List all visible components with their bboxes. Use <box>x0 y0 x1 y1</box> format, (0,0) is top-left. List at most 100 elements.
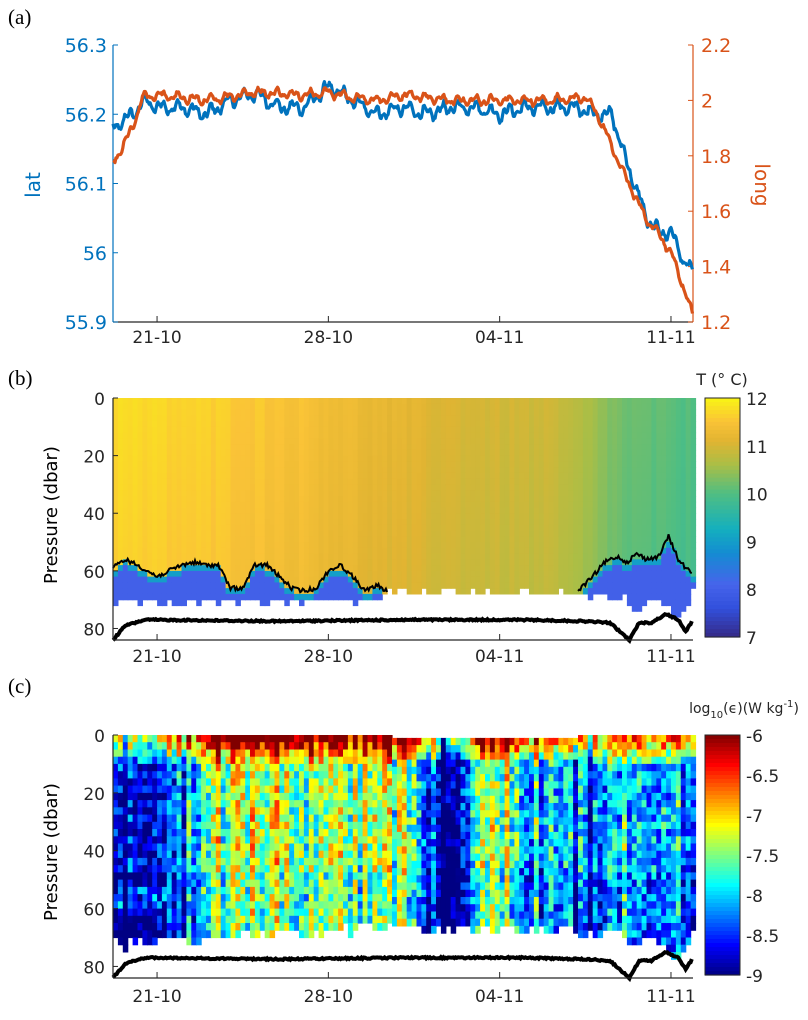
heatmap-cell <box>333 513 339 520</box>
heatmap-cell <box>607 570 613 578</box>
heatmap-cell <box>465 426 471 434</box>
heatmap-cell <box>436 432 442 439</box>
heatmap-cell <box>210 421 217 428</box>
heatmap-cell <box>460 588 466 595</box>
heatmap-cell <box>303 478 310 486</box>
heatmap-cell <box>631 490 638 497</box>
heatmap-cell <box>582 559 589 566</box>
heatmap-cell <box>201 403 207 411</box>
heatmap-cell <box>636 478 643 486</box>
heatmap-cell <box>176 449 183 457</box>
heatmap-cell <box>347 444 354 451</box>
heatmap-cell <box>440 530 447 537</box>
heatmap-cell <box>362 530 369 537</box>
heatmap-cell <box>675 519 682 526</box>
heatmap-cell <box>602 524 608 532</box>
heatmap-cell <box>529 588 535 595</box>
heatmap-cell <box>171 472 178 480</box>
heatmap-cell <box>504 455 511 462</box>
heatmap-cell <box>171 559 178 566</box>
heatmap-cell <box>382 444 388 451</box>
heatmap-cell <box>622 472 628 480</box>
heatmap-cell <box>269 421 276 428</box>
heatmap-cell <box>387 490 393 497</box>
heatmap-cell <box>666 490 672 497</box>
heatmap-cell <box>225 742 232 750</box>
heatmap-cell <box>504 553 511 560</box>
heatmap-cell <box>230 467 236 474</box>
heatmap-cell <box>445 444 452 451</box>
heatmap-cell <box>196 923 202 931</box>
heatmap-cell <box>132 857 139 866</box>
heatmap-cell <box>269 507 276 514</box>
heatmap-cell <box>259 547 266 555</box>
heatmap-cell <box>529 524 535 532</box>
heatmap-cell <box>147 930 153 939</box>
heatmap-cell <box>543 542 550 549</box>
heatmap-cell <box>641 559 648 566</box>
heatmap-cell <box>543 472 550 480</box>
heatmap-cell <box>382 565 388 572</box>
heatmap-cell <box>328 570 334 578</box>
heatmap-cell <box>176 894 183 902</box>
heatmap-cell <box>631 403 638 411</box>
heatmap-cell <box>191 444 197 451</box>
heatmap-cell <box>480 496 486 503</box>
heatmap-cell <box>573 530 579 537</box>
heatmap-cell <box>421 507 427 514</box>
heatmap-cell <box>524 421 530 428</box>
heatmap-cell <box>406 398 413 405</box>
heatmap-cell <box>186 792 192 801</box>
heatmap-cell <box>157 542 163 549</box>
heatmap-cell <box>127 894 134 902</box>
heatmap-cell <box>171 524 178 532</box>
heatmap-cell <box>465 467 471 474</box>
heatmap-cell <box>592 542 599 549</box>
heatmap-cell <box>421 467 427 474</box>
heatmap-cell <box>416 524 422 532</box>
heatmap-cell <box>303 449 310 457</box>
heatmap-cell <box>259 478 266 486</box>
heatmap-cell <box>646 570 652 578</box>
heatmap-cell <box>578 542 584 549</box>
heatmap-cell <box>421 398 427 405</box>
heatmap-cell <box>225 908 232 917</box>
heatmap-cell <box>171 821 178 830</box>
heatmap-cell <box>460 409 466 416</box>
heatmap-cell <box>489 519 496 526</box>
heatmap-cell <box>533 403 540 411</box>
heatmap-cell <box>328 588 334 595</box>
heatmap-cell <box>578 438 584 445</box>
heatmap-cell <box>382 536 388 543</box>
heatmap-cell <box>499 519 506 526</box>
heatmap-cell <box>519 415 525 422</box>
heatmap-cell <box>470 478 476 486</box>
heatmap-cell <box>147 449 153 457</box>
heatmap-cell <box>323 403 329 411</box>
heatmap-cell <box>465 588 471 595</box>
heatmap-cell <box>274 467 280 474</box>
heatmap-cell <box>514 398 520 405</box>
heatmap-cell <box>431 536 437 543</box>
heatmap-cell <box>587 403 594 411</box>
heatmap-cell <box>563 582 569 589</box>
heatmap-cell <box>494 438 501 445</box>
heatmap-cell <box>279 542 285 549</box>
heatmap-cell <box>147 807 153 816</box>
heatmap-cell <box>201 438 207 445</box>
heatmap-cell <box>220 843 227 852</box>
heatmap-cell <box>494 444 501 451</box>
heatmap-cell <box>450 542 457 549</box>
heatmap-cell <box>161 576 168 583</box>
heatmap-cell <box>347 467 354 474</box>
heatmap-cell <box>426 582 432 589</box>
heatmap-cell <box>631 507 638 514</box>
heatmap-cell <box>343 588 349 595</box>
heatmap-cell <box>215 749 222 758</box>
heatmap-cell <box>274 542 280 549</box>
heatmap-cell <box>455 553 462 560</box>
heatmap-cell <box>622 524 628 532</box>
heatmap-cell <box>323 409 329 416</box>
heatmap-cell <box>690 467 697 474</box>
heatmap-cell <box>338 559 344 566</box>
